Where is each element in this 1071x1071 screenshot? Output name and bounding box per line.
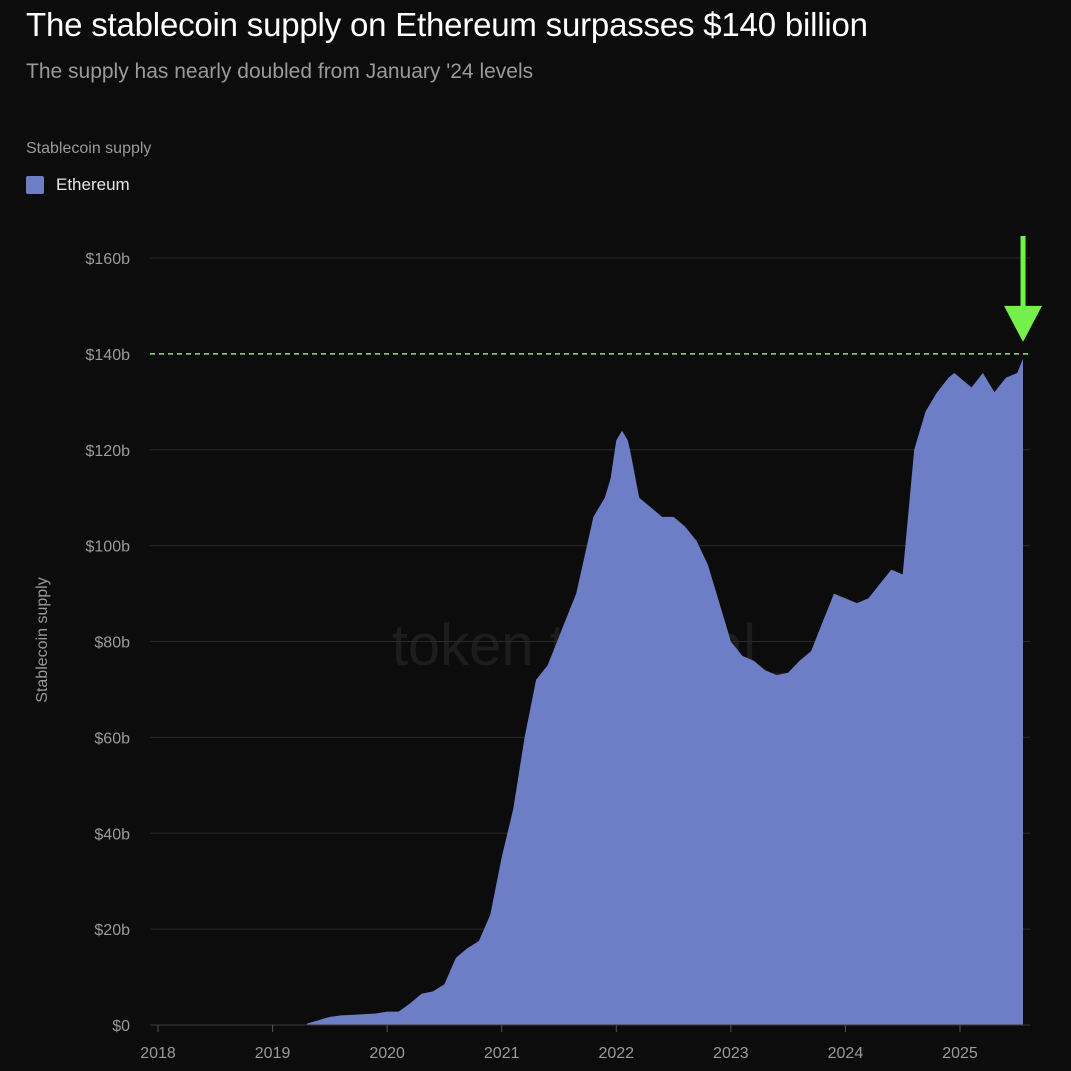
y-axis-label: Stablecoin supply xyxy=(34,577,51,702)
chart-title: The stablecoin supply on Ethereum surpas… xyxy=(26,6,868,43)
y-tick-label: $20b xyxy=(94,922,130,939)
legend-item-ethereum[interactable]: Ethereum xyxy=(26,175,130,195)
annotation-arrow-head xyxy=(1004,305,1043,342)
chart-subtitle: The supply has nearly doubled from Janua… xyxy=(26,60,534,83)
x-tick-label: 2025 xyxy=(942,1045,978,1062)
y-tick-label: $120b xyxy=(86,443,131,460)
x-tick-label: 2018 xyxy=(140,1045,176,1062)
y-tick-label: $140b xyxy=(86,347,131,364)
x-tick-label: 2021 xyxy=(484,1045,520,1062)
y-tick-label: $160b xyxy=(86,251,131,268)
x-tick-label: 2022 xyxy=(598,1045,634,1062)
y-tick-label: $80b xyxy=(94,635,130,652)
x-tick-label: 2019 xyxy=(255,1045,291,1062)
x-tick-label: 2024 xyxy=(828,1045,864,1062)
y-tick-label: $60b xyxy=(94,730,130,747)
y-tick-label: $0 xyxy=(112,1018,130,1035)
x-tick-label: 2020 xyxy=(369,1045,405,1062)
legend-label: Ethereum xyxy=(56,175,130,194)
y-tick-label: $40b xyxy=(94,826,130,843)
series-ethereum-area xyxy=(306,358,1023,1025)
legend-swatch xyxy=(26,176,44,194)
x-tick-label: 2023 xyxy=(713,1045,749,1062)
legend-title: Stablecoin supply xyxy=(26,140,152,157)
y-tick-label: $100b xyxy=(86,539,131,556)
